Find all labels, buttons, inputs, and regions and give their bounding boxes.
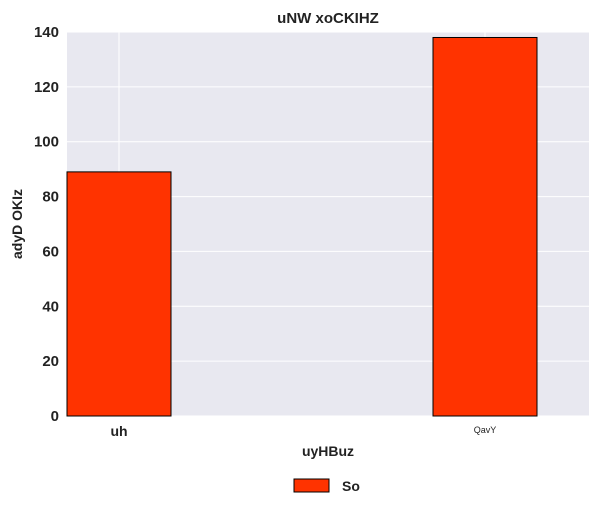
chart-title: uNW xoCKIHZ xyxy=(277,10,379,27)
legend: So xyxy=(293,478,360,494)
x-axis-ticks: uh QavY xyxy=(110,423,496,439)
y-tick-label: 120 xyxy=(34,79,59,96)
y-tick-label: 40 xyxy=(42,298,59,315)
bars xyxy=(66,36,538,417)
y-tick-label: 80 xyxy=(42,189,59,206)
y-tick-label: 100 xyxy=(34,134,59,151)
y-axis-label: adyD OKIz xyxy=(9,189,25,259)
legend-label: So xyxy=(342,478,360,494)
y-tick-label: 20 xyxy=(42,353,59,370)
bar-QavY xyxy=(432,36,538,417)
y-tick-label: 140 xyxy=(34,24,59,41)
y-tick-label: 0 xyxy=(51,408,59,425)
bar-uh xyxy=(66,171,172,417)
x-tick-label: QavY xyxy=(474,425,497,435)
y-tick-label: 60 xyxy=(42,243,59,260)
x-tick-label: uh xyxy=(110,423,127,439)
x-axis-label: uyHBuz xyxy=(302,443,354,459)
legend-swatch xyxy=(293,478,330,493)
y-axis-ticks: 0 20 40 60 80 100 120 140 xyxy=(34,24,59,425)
